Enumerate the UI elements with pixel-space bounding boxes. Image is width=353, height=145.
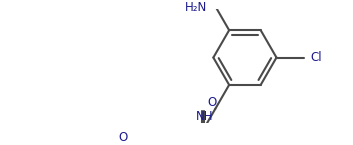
Text: O: O [119, 131, 128, 144]
Text: NH: NH [196, 110, 214, 123]
Text: O: O [208, 96, 217, 109]
Text: H₂N: H₂N [185, 1, 208, 14]
Text: Cl: Cl [310, 51, 322, 64]
